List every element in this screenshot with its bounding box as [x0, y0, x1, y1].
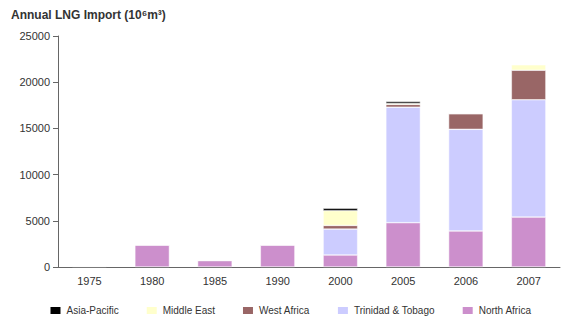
svg-text:0: 0 [44, 261, 50, 273]
svg-text:25000: 25000 [19, 30, 50, 42]
svg-text:5000: 5000 [26, 215, 50, 227]
svg-text:2007: 2007 [516, 275, 540, 287]
svg-text:North Africa: North Africa [479, 305, 532, 316]
svg-text:1975: 1975 [77, 275, 101, 287]
svg-text:Annual LNG Import (10⁶m³): Annual LNG Import (10⁶m³) [11, 8, 166, 22]
svg-text:15000: 15000 [19, 122, 50, 134]
svg-text:West Africa: West Africa [259, 305, 310, 316]
svg-text:20000: 20000 [19, 76, 50, 88]
svg-text:Asia-Pacific: Asia-Pacific [66, 305, 118, 316]
svg-text:10000: 10000 [19, 169, 50, 181]
svg-text:Trinidad & Tobago: Trinidad & Tobago [354, 305, 435, 316]
svg-text:2005: 2005 [391, 275, 415, 287]
svg-text:2000: 2000 [328, 275, 352, 287]
svg-text:2006: 2006 [454, 275, 478, 287]
svg-text:1980: 1980 [140, 275, 164, 287]
svg-text:Middle East: Middle East [163, 305, 215, 316]
svg-text:1990: 1990 [265, 275, 289, 287]
svg-text:1985: 1985 [203, 275, 227, 287]
